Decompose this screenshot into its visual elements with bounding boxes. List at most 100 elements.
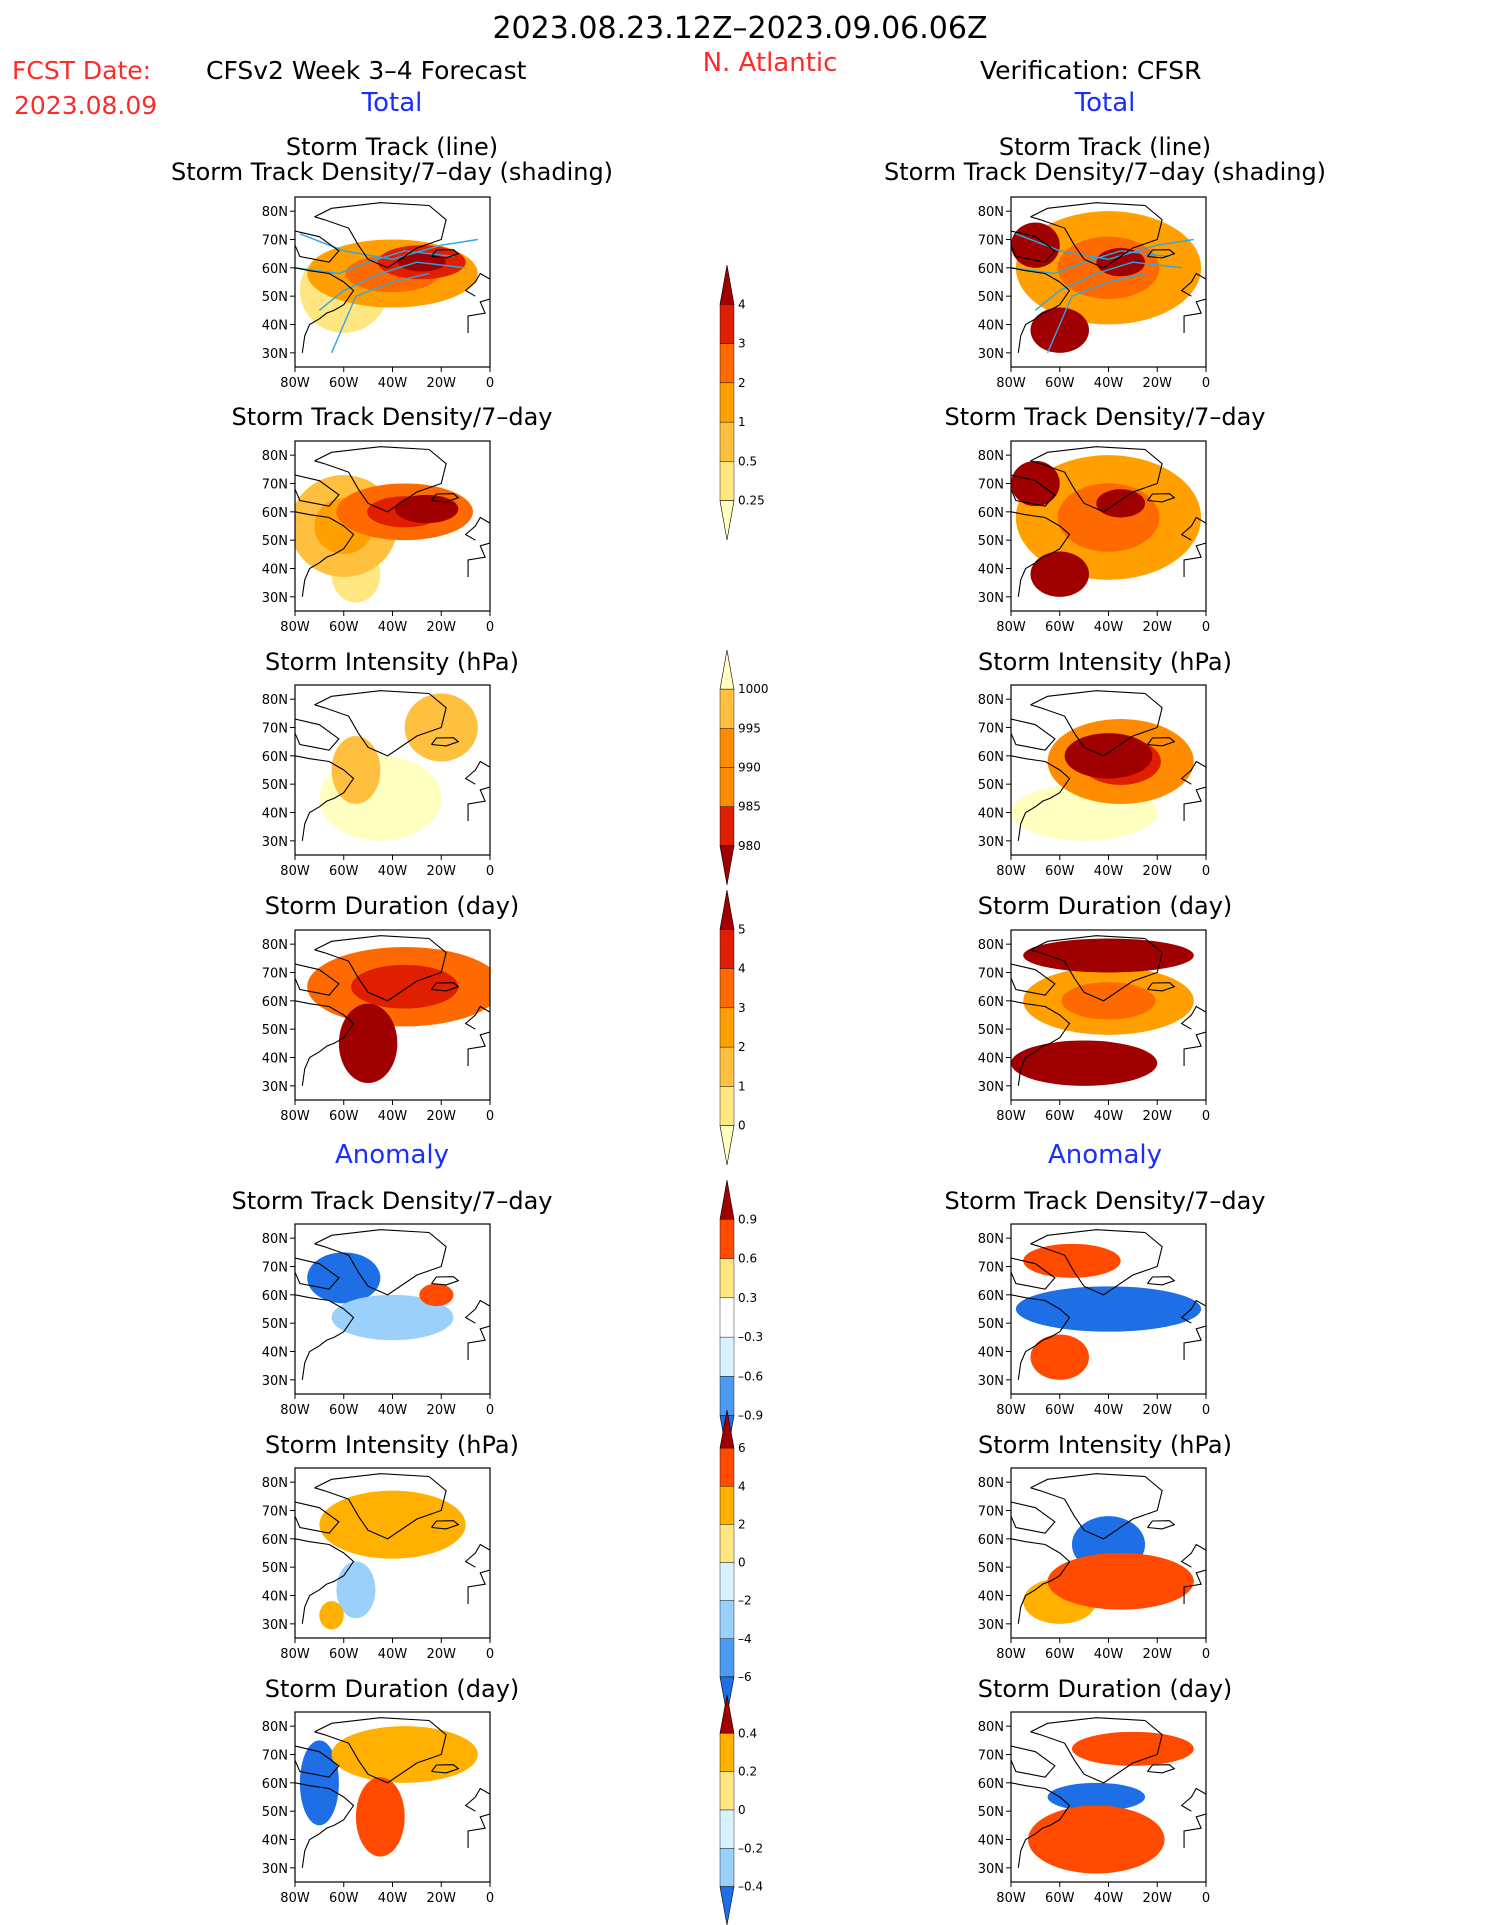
- coastline: [1030, 1473, 1163, 1540]
- map-panel-forecast-total-density: 80W 60W 40W 20W 0 80N 70N 60N 50N 40N 30N: [262, 440, 494, 635]
- lat-tick-label: 40N: [262, 563, 288, 578]
- colorbar-label: –2: [738, 1594, 752, 1608]
- lat-tick-label: 60N: [978, 750, 1004, 765]
- panel-title: Storm Track (line): [285, 133, 499, 161]
- shading-core: [409, 501, 445, 517]
- lat-tick-label: 50N: [262, 534, 288, 549]
- coastline: [1011, 230, 1056, 263]
- lat-tick-label: 70N: [978, 234, 1004, 249]
- lat-tick-label: 30N: [978, 1374, 1004, 1389]
- coastline: [1030, 1717, 1163, 1784]
- lat-tick-label: 80N: [978, 205, 1004, 220]
- lat-tick-label: 80N: [262, 1232, 288, 1247]
- lat-tick-label: 40N: [262, 319, 288, 334]
- lat-tick-label: 30N: [978, 1618, 1004, 1633]
- lon-tick-label: 60W: [1045, 1647, 1075, 1662]
- coastline: [1147, 249, 1176, 259]
- lat-tick-label: 40N: [978, 1834, 1004, 1849]
- colorbar-segment: [719, 688, 735, 729]
- lon-tick-label: 80W: [280, 1891, 310, 1906]
- lon-tick-label: 60W: [1045, 864, 1075, 879]
- colorbar-label: –0.9: [738, 1409, 763, 1423]
- coastline: [295, 718, 340, 751]
- lat-tick-label: 40N: [978, 1346, 1004, 1361]
- panel-title: Storm Intensity (hPa): [978, 648, 1232, 676]
- colorbar-segment: [719, 343, 735, 384]
- lat-tick-label: 80N: [978, 449, 1004, 464]
- lat-tick-label: 60N: [262, 1289, 288, 1304]
- lat-tick-label: 40N: [262, 1834, 288, 1849]
- colorbar-label: –0.2: [738, 1841, 763, 1855]
- map-panel-verification-total-density: 80W 60W 40W 20W 0 80N 70N 60N 50N 40N 30N: [978, 440, 1210, 635]
- lon-tick-label: 80W: [280, 1647, 310, 1662]
- colorbar-label: 6: [738, 1441, 746, 1455]
- coastline: [295, 474, 340, 507]
- colorbar-segment: [719, 1297, 735, 1338]
- coastline: [1180, 1787, 1206, 1848]
- coastline: [464, 272, 490, 333]
- colorbar-arrow: [719, 889, 735, 930]
- lat-tick-label: 70N: [262, 1749, 288, 1764]
- lon-tick-label: 60W: [329, 864, 359, 879]
- lon-tick-label: 0: [486, 620, 494, 635]
- colorbar-arrow: [719, 1886, 735, 1925]
- lon-tick-label: 60W: [329, 1109, 359, 1124]
- lon-tick-label: 60W: [1045, 1403, 1075, 1418]
- colorbar-segment: [719, 1007, 735, 1048]
- lat-tick-label: 50N: [262, 1805, 288, 1820]
- coastline: [1180, 516, 1206, 577]
- lat-tick-label: 70N: [978, 722, 1004, 737]
- colorbar-arrow: [719, 1179, 735, 1220]
- colorbar-segment: [719, 1771, 735, 1811]
- lon-tick-label: 60W: [1045, 1109, 1075, 1124]
- lon-tick-label: 20W: [427, 1891, 457, 1906]
- lon-tick-label: 20W: [427, 376, 457, 391]
- shading-region: [331, 736, 381, 804]
- lat-tick-label: 40N: [262, 807, 288, 822]
- lon-tick-label: 20W: [1143, 1891, 1173, 1906]
- lon-tick-label: 20W: [1143, 620, 1173, 635]
- lat-tick-label: 30N: [262, 1862, 288, 1877]
- colorbar-label: 4: [738, 297, 746, 311]
- lat-tick-label: 30N: [978, 1080, 1004, 1095]
- colorbar-label: 1: [738, 415, 746, 429]
- colorbar-label: 2: [738, 376, 746, 390]
- coastline: [1030, 446, 1163, 513]
- panel-title: Storm Duration (day): [264, 892, 520, 920]
- panel-title: Storm Intensity (hPa): [265, 648, 519, 676]
- lon-tick-label: 0: [1202, 1647, 1210, 1662]
- lon-tick-label: 80W: [996, 620, 1026, 635]
- coastline: [464, 1299, 490, 1360]
- shading-region: [1047, 1782, 1146, 1812]
- coastline: [431, 737, 460, 747]
- lat-tick-label: 30N: [978, 835, 1004, 850]
- lon-tick-label: 80W: [996, 376, 1026, 391]
- colorbar-label: 4: [738, 1479, 746, 1493]
- colorbar-label: 3: [738, 337, 746, 351]
- storm-track-line: [1034, 261, 1182, 311]
- shading-core: [1043, 1050, 1125, 1076]
- coastline: [1147, 1520, 1176, 1530]
- lat-tick-label: 30N: [262, 1080, 288, 1095]
- storm-track-line: [1046, 272, 1146, 354]
- colorbar-segment: [719, 304, 735, 344]
- lon-tick-label: 60W: [329, 1647, 359, 1662]
- storm-track-line: [318, 261, 466, 311]
- shading-region: [1015, 1286, 1202, 1332]
- colorbar-label: 0: [738, 1803, 746, 1817]
- verification-title: Verification: CFSR: [980, 56, 1202, 85]
- colorbar-label: 0.2: [738, 1765, 757, 1779]
- lon-tick-label: 60W: [329, 620, 359, 635]
- coastline: [1011, 1501, 1056, 1534]
- fcst-label: FCST Date:: [12, 56, 152, 85]
- colorbar-segment: [719, 1524, 735, 1563]
- lat-tick-label: 70N: [262, 478, 288, 493]
- colorbar-label: –0.6: [738, 1369, 763, 1383]
- coastline: [1011, 1000, 1071, 1086]
- lat-tick-label: 30N: [262, 347, 288, 362]
- lat-tick-label: 80N: [262, 1720, 288, 1735]
- lat-tick-label: 60N: [978, 506, 1004, 521]
- coastline: [1011, 1782, 1071, 1868]
- lat-tick-label: 80N: [262, 1476, 288, 1491]
